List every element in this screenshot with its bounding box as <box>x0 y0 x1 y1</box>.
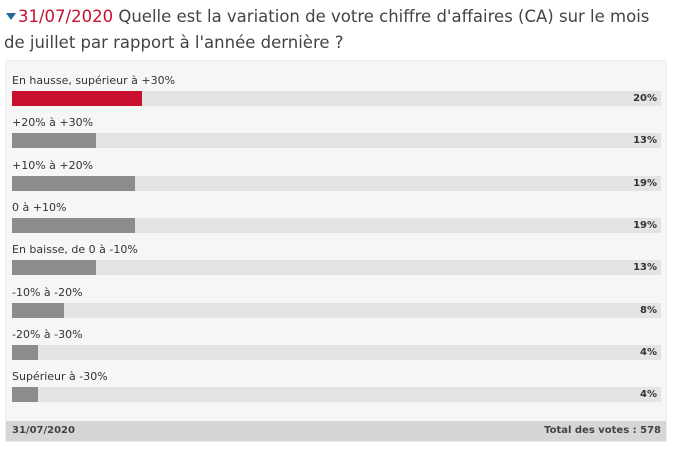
option-label: 0 à +10% <box>12 200 67 214</box>
option-result-bar <box>12 133 97 149</box>
option-result-bar <box>12 217 136 233</box>
option-percentage: 13% <box>633 135 657 147</box>
option-percentage: 4% <box>640 346 657 358</box>
poll-option: Supérieur à -30% 4% <box>6 357 666 403</box>
option-label: En baisse, de 0 à -10% <box>12 243 138 257</box>
option-result-bar <box>12 302 64 318</box>
option-bar-track: 19% <box>12 217 661 233</box>
option-label: +20% à +30% <box>12 116 94 130</box>
option-percentage: 13% <box>633 262 657 274</box>
poll-option: +10% à +20% 19% <box>6 146 666 191</box>
poll-results: En hausse, supérieur à +30% 20% +20% à +30… <box>5 60 667 442</box>
option-result-bar <box>12 91 142 106</box>
option-result-bar <box>12 387 38 403</box>
option-bar-track: 20% <box>12 91 661 106</box>
option-percentage: 8% <box>640 304 657 316</box>
poll-question-header: 31/07/2020 Quelle est la variation de vo… <box>4 4 672 56</box>
option-percentage: 19% <box>633 177 657 189</box>
option-percentage: 19% <box>633 219 657 231</box>
poll-date: 31/07/2020 <box>18 7 114 26</box>
option-bar-track: 19% <box>12 175 661 191</box>
option-bar-track: 13% <box>12 133 661 149</box>
poll-option: En baisse, de 0 à -10% 13% <box>6 230 666 276</box>
poll-option: -20% à -30% 4% <box>6 315 666 360</box>
poll-footer: 31/07/2020 Total des votes : 578 <box>6 421 666 441</box>
total-votes: Total des votes : 578 <box>544 425 661 436</box>
option-bar-track: 4% <box>12 344 661 360</box>
footer-date: 31/07/2020 <box>12 425 75 436</box>
option-bar-track: 13% <box>12 260 661 276</box>
option-label: +10% à +20% <box>12 158 94 172</box>
poll-option: -10% à -20% 8% <box>6 273 666 318</box>
option-label: -20% à -30% <box>12 327 83 341</box>
option-bar-track: 4% <box>12 387 661 403</box>
poll-question: Quelle est la variation de votre chiffre… <box>4 7 650 52</box>
option-label: -10% à -20% <box>12 285 83 299</box>
option-percentage: 20% <box>633 93 657 104</box>
option-percentage: 4% <box>640 389 657 401</box>
poll-option: En hausse, supérieur à +30% 20% <box>6 61 666 106</box>
option-label: Supérieur à -30% <box>12 370 108 384</box>
option-result-bar <box>12 260 97 276</box>
collapse-triangle-icon[interactable] <box>6 13 16 20</box>
poll-option: +20% à +30% 13% <box>6 103 666 149</box>
option-result-bar <box>12 344 38 360</box>
option-label: En hausse, supérieur à +30% <box>12 74 176 87</box>
option-result-bar <box>12 175 136 191</box>
poll-option: 0 à +10% 19% <box>6 188 666 233</box>
option-bar-track: 8% <box>12 302 661 318</box>
